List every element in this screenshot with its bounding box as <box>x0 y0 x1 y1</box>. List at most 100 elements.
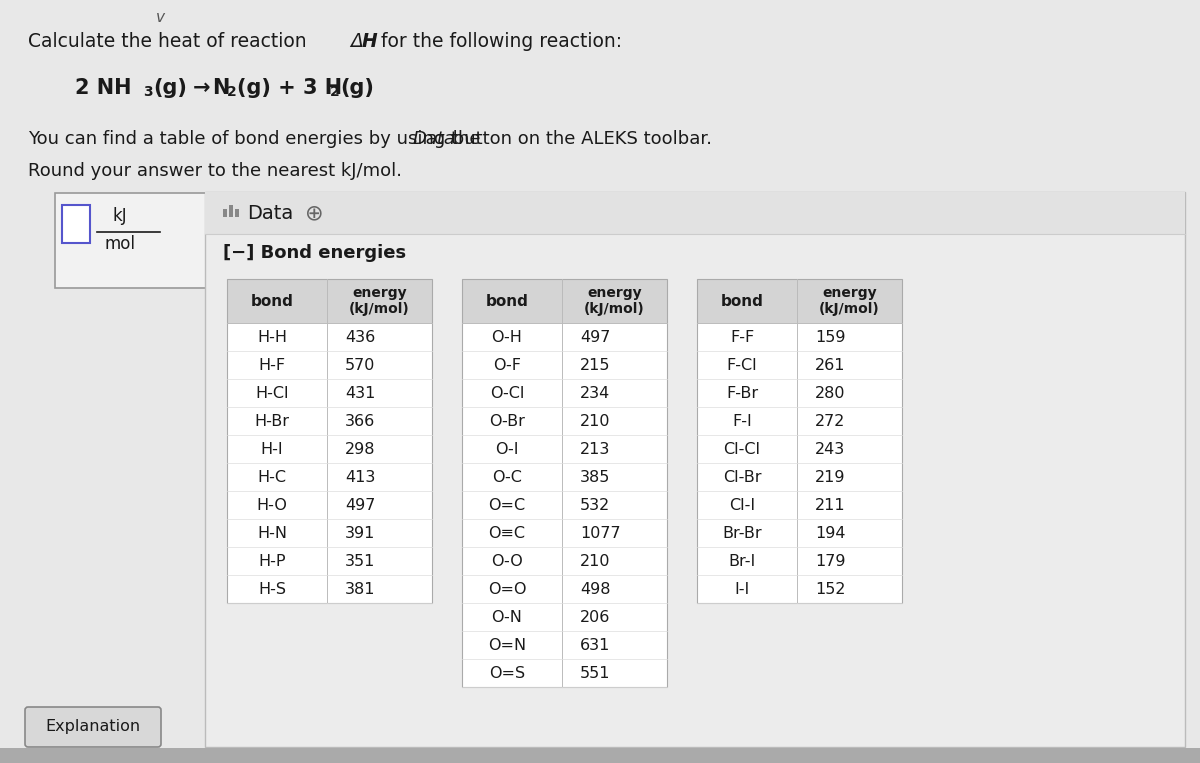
Bar <box>697 279 902 323</box>
Bar <box>697 279 902 603</box>
Text: 2: 2 <box>330 85 340 99</box>
Bar <box>227 519 432 547</box>
Text: 2 NH: 2 NH <box>74 78 132 98</box>
Text: 272: 272 <box>815 414 845 429</box>
Text: O=N: O=N <box>488 638 526 652</box>
Text: 234: 234 <box>580 385 611 401</box>
Text: F-F: F-F <box>730 330 754 345</box>
Bar <box>235 209 239 217</box>
Bar <box>462 659 667 687</box>
Text: Round your answer to the nearest kJ/mol.: Round your answer to the nearest kJ/mol. <box>28 162 402 180</box>
Bar <box>462 547 667 575</box>
Bar <box>227 435 432 463</box>
Text: 2: 2 <box>227 85 236 99</box>
Text: 570: 570 <box>346 358 376 372</box>
Bar <box>697 547 902 575</box>
Text: Cl-Cl: Cl-Cl <box>724 442 761 456</box>
Bar <box>227 323 432 351</box>
Text: H-O: H-O <box>257 497 288 513</box>
Text: H-Cl: H-Cl <box>256 385 289 401</box>
Text: H-S: H-S <box>258 581 286 597</box>
Text: 213: 213 <box>580 442 611 456</box>
Text: Cl-I: Cl-I <box>728 497 755 513</box>
Bar <box>462 323 667 351</box>
Text: 497: 497 <box>346 497 376 513</box>
Bar <box>462 435 667 463</box>
Bar <box>227 279 432 603</box>
Text: O-H: O-H <box>492 330 522 345</box>
Bar <box>697 351 902 379</box>
Text: button on the ALEKS toolbar.: button on the ALEKS toolbar. <box>446 130 712 148</box>
Text: 215: 215 <box>580 358 611 372</box>
Text: You can find a table of bond energies by using the: You can find a table of bond energies by… <box>28 130 486 148</box>
Text: 210: 210 <box>580 553 611 568</box>
Bar <box>227 547 432 575</box>
Text: 551: 551 <box>580 665 611 681</box>
Bar <box>462 631 667 659</box>
Text: 532: 532 <box>580 497 611 513</box>
Bar <box>227 279 432 323</box>
Text: bond: bond <box>720 294 763 308</box>
Text: O-C: O-C <box>492 469 522 485</box>
Bar <box>697 519 902 547</box>
Text: O=O: O=O <box>487 581 527 597</box>
Text: 280: 280 <box>815 385 846 401</box>
Text: Br-I: Br-I <box>728 553 756 568</box>
Text: 413: 413 <box>346 469 376 485</box>
Text: H-H: H-H <box>257 330 287 345</box>
Bar <box>227 279 432 603</box>
Text: Data: Data <box>413 130 456 148</box>
Text: 210: 210 <box>580 414 611 429</box>
Text: ⊕: ⊕ <box>305 203 324 223</box>
Text: 243: 243 <box>815 442 845 456</box>
Text: O-O: O-O <box>491 553 523 568</box>
Bar <box>462 279 667 687</box>
Bar <box>697 279 902 603</box>
Bar <box>229 205 233 217</box>
Text: energy
(kJ/mol): energy (kJ/mol) <box>584 285 644 317</box>
Text: O=S: O=S <box>488 665 526 681</box>
Text: F-I: F-I <box>732 414 752 429</box>
Bar <box>462 279 667 323</box>
Bar <box>205 192 1186 747</box>
Text: 152: 152 <box>815 581 846 597</box>
Text: 497: 497 <box>580 330 611 345</box>
Text: 351: 351 <box>346 553 376 568</box>
Text: 1077: 1077 <box>580 526 620 540</box>
Text: mol: mol <box>104 235 136 253</box>
Bar <box>697 463 902 491</box>
Text: for the following reaction:: for the following reaction: <box>374 32 622 51</box>
Bar <box>462 603 667 631</box>
Text: v: v <box>156 10 164 25</box>
Text: →: → <box>193 78 210 98</box>
Bar <box>697 435 902 463</box>
Bar <box>0 748 1200 763</box>
Text: Br-Br: Br-Br <box>722 526 762 540</box>
Text: F-Br: F-Br <box>726 385 758 401</box>
Bar <box>62 205 90 243</box>
Bar <box>205 192 1186 234</box>
Text: O-I: O-I <box>496 442 518 456</box>
Text: (g): (g) <box>154 78 187 98</box>
Bar <box>462 279 667 687</box>
Text: O=C: O=C <box>488 497 526 513</box>
Bar <box>227 491 432 519</box>
Text: [−] Bond energies: [−] Bond energies <box>223 244 406 262</box>
Text: (g): (g) <box>340 78 374 98</box>
Bar <box>697 379 902 407</box>
Text: kJ: kJ <box>113 207 127 225</box>
Bar <box>697 323 902 351</box>
Bar <box>697 491 902 519</box>
Text: 206: 206 <box>580 610 611 624</box>
Text: 211: 211 <box>815 497 846 513</box>
Bar <box>462 379 667 407</box>
Bar <box>462 491 667 519</box>
Bar <box>227 575 432 603</box>
Text: 498: 498 <box>580 581 611 597</box>
FancyBboxPatch shape <box>25 707 161 747</box>
Text: bond: bond <box>486 294 528 308</box>
Text: 381: 381 <box>346 581 376 597</box>
Text: Calculate the heat of reaction: Calculate the heat of reaction <box>28 32 313 51</box>
Text: Δ: Δ <box>350 32 362 51</box>
Text: H-P: H-P <box>258 553 286 568</box>
